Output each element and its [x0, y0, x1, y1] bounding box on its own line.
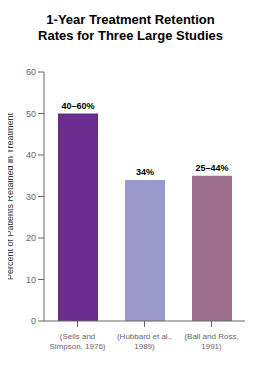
svg-text:20: 20 — [26, 233, 36, 243]
svg-text:(Ball and Ross,1991): (Ball and Ross,1991) — [184, 332, 238, 351]
html-text:1-Year Treatment Retention: 1-Year Treatment Retention — [46, 12, 215, 27]
svg-text:40: 40 — [26, 150, 36, 160]
svg-text:0: 0 — [31, 316, 36, 326]
svg-text:50: 50 — [26, 109, 36, 119]
svg-text:40–60%: 40–60% — [61, 101, 94, 111]
svg-text:10: 10 — [26, 275, 36, 285]
svg-text:30: 30 — [26, 192, 36, 202]
svg-text:60: 60 — [26, 67, 36, 77]
svg-text:25–44%: 25–44% — [195, 163, 228, 173]
svg-text:34%: 34% — [136, 167, 154, 177]
html-text:Rates for Three Large Studies: Rates for Three Large Studies — [38, 28, 223, 43]
svg-text:(Sells andSimpson, 1976): (Sells andSimpson, 1976) — [49, 332, 105, 351]
svg-text:(Hubbard et al.,1989): (Hubbard et al.,1989) — [117, 332, 172, 351]
svg-text:Percent of Patients Retained i: Percent of Patients Retained in Treatmen… — [8, 112, 15, 280]
